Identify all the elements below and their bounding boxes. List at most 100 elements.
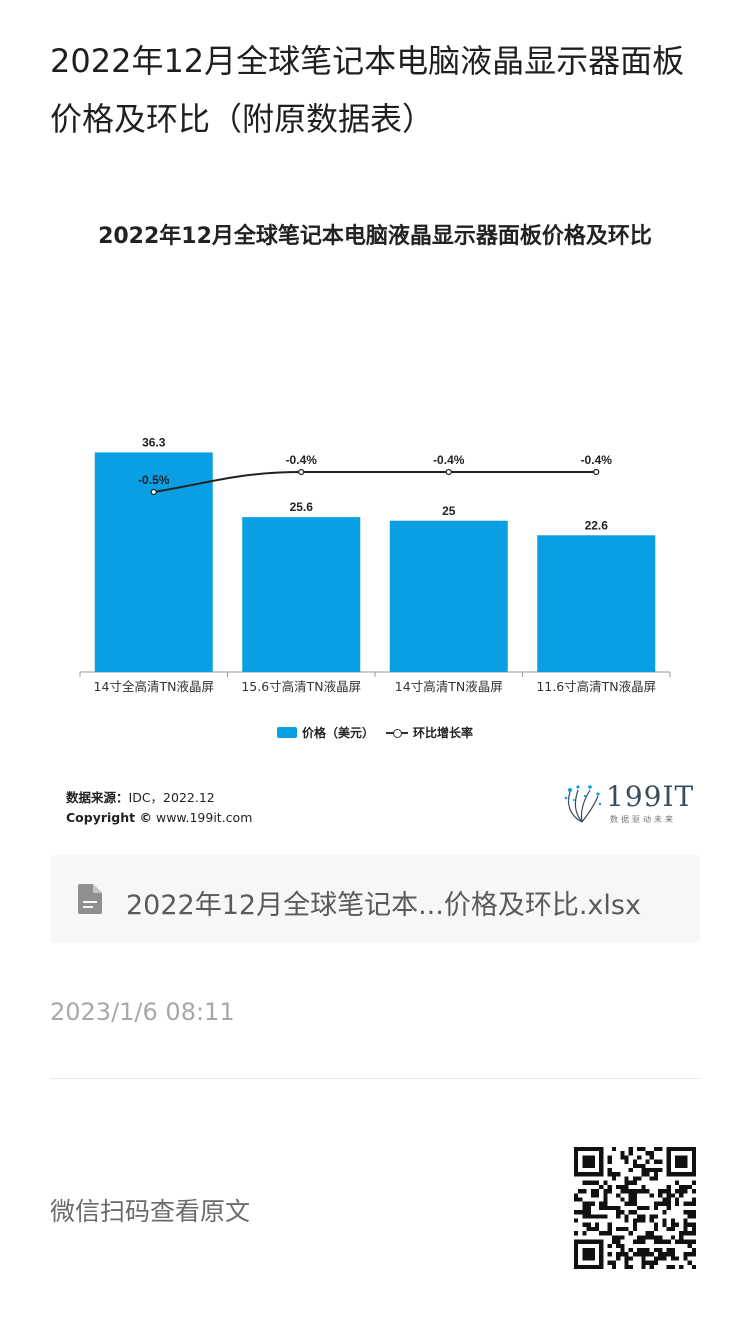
qr-module <box>637 1252 642 1257</box>
qr-module <box>607 1226 612 1232</box>
copyright-label: Copyright © <box>66 810 152 825</box>
qr-module <box>691 1252 696 1257</box>
qr-module <box>691 1214 696 1219</box>
chart-card: 36.3 14寸全高清TN液晶屏 25.6 15.6寸高清TN液晶屏 25 14寸高清TN… <box>50 200 700 840</box>
qr-module <box>628 1256 633 1261</box>
qr-module <box>662 1239 667 1244</box>
qr-module <box>595 1222 600 1227</box>
qr-module <box>616 1214 621 1219</box>
qr-module <box>616 1243 621 1248</box>
qr-module <box>645 1231 650 1236</box>
qr-module <box>607 1243 612 1248</box>
qr-module <box>683 1252 688 1257</box>
qr-module <box>691 1201 696 1206</box>
qr-module <box>628 1147 633 1152</box>
growth-point <box>593 468 600 476</box>
qr-module <box>649 1231 654 1236</box>
qr-module <box>616 1235 621 1240</box>
qr-module <box>662 1218 667 1223</box>
qr-module <box>641 1252 646 1257</box>
legend-item-price: 价格（美元） <box>276 724 374 741</box>
qr-module <box>683 1239 688 1244</box>
qr-module <box>607 1205 612 1211</box>
qr-module <box>632 1159 638 1164</box>
qr-module <box>645 1260 650 1265</box>
qr-module <box>649 1151 654 1156</box>
qr-module <box>599 1201 604 1206</box>
bar-value-label: 22.6 <box>585 518 609 532</box>
qr-module <box>637 1176 642 1181</box>
qr-module <box>645 1172 650 1177</box>
qr-module <box>586 1222 591 1227</box>
qr-module <box>674 1180 680 1185</box>
qr-module <box>624 1184 629 1190</box>
qr-module <box>641 1239 646 1244</box>
qr-module <box>670 1222 675 1227</box>
source-label: 数据来源： <box>66 790 129 805</box>
qr-module <box>679 1235 684 1240</box>
qr-module <box>653 1159 659 1164</box>
qr-module <box>641 1264 646 1269</box>
qr-module <box>653 1239 659 1244</box>
qr-module <box>649 1252 654 1257</box>
qr-module <box>691 1197 696 1202</box>
qr-module <box>599 1184 604 1190</box>
qr-module <box>683 1189 688 1194</box>
bar-value-label: 25.6 <box>290 500 314 514</box>
qr-module <box>670 1252 675 1257</box>
bar-value-label: 36.3 <box>142 435 166 449</box>
qr-module <box>620 1252 625 1257</box>
qr-module <box>658 1159 663 1164</box>
qr-module <box>582 1231 587 1236</box>
qr-module <box>611 1264 617 1269</box>
qr-module <box>599 1231 604 1236</box>
qr-module <box>666 1252 671 1257</box>
qr-module <box>582 1214 587 1219</box>
qr-code-icon[interactable] <box>574 1147 696 1269</box>
qr-module <box>687 1214 692 1219</box>
legend-label-growth: 环比增长率 <box>413 726 474 740</box>
qr-module <box>649 1155 654 1160</box>
qr-module <box>616 1256 621 1261</box>
qr-module <box>624 1159 629 1164</box>
qr-module <box>574 1218 579 1223</box>
qr-module <box>687 1210 692 1215</box>
qr-module <box>624 1252 629 1257</box>
qr-module <box>637 1155 642 1160</box>
qr-module <box>620 1235 625 1240</box>
qr-module <box>666 1247 671 1253</box>
qr-module <box>586 1180 591 1185</box>
qr-module <box>574 1231 579 1236</box>
page-title: 2022年12月全球笔记本电脑液晶显示器面板价格及环比（附原数据表） <box>50 42 685 138</box>
qr-module <box>653 1205 659 1211</box>
qr-module <box>624 1214 629 1219</box>
qr-module <box>683 1184 688 1190</box>
qr-module <box>674 1155 688 1169</box>
growth-value-label: -0.4% <box>286 453 318 467</box>
qr-module <box>590 1201 596 1206</box>
qr-module <box>658 1239 663 1244</box>
brand-tagline: 数据驱动未来 <box>610 815 676 824</box>
qr-module <box>653 1247 659 1253</box>
qr-module <box>691 1226 696 1232</box>
qr-module <box>679 1231 684 1236</box>
qr-module <box>632 1180 638 1185</box>
qr-module <box>641 1189 646 1194</box>
qr-module <box>691 1180 696 1185</box>
qr-module <box>653 1168 659 1173</box>
legend-swatch-line <box>386 727 408 738</box>
qr-module <box>599 1205 604 1211</box>
qr-module <box>628 1180 633 1185</box>
attachment-card[interactable]: 2022年12月全球笔记本...价格及环比.xlsx <box>50 855 700 943</box>
qr-module <box>616 1239 621 1244</box>
qr-module <box>603 1189 608 1194</box>
qr-module <box>611 1172 617 1177</box>
qr-module <box>603 1201 608 1206</box>
qr-module <box>628 1151 633 1156</box>
qr-module <box>674 1239 680 1244</box>
qr-module <box>687 1222 692 1227</box>
qr-module <box>687 1260 692 1265</box>
qr-module <box>649 1260 654 1265</box>
x-tick-label: 14寸全高清TN液晶屏 <box>94 679 214 694</box>
qr-module <box>628 1210 633 1215</box>
